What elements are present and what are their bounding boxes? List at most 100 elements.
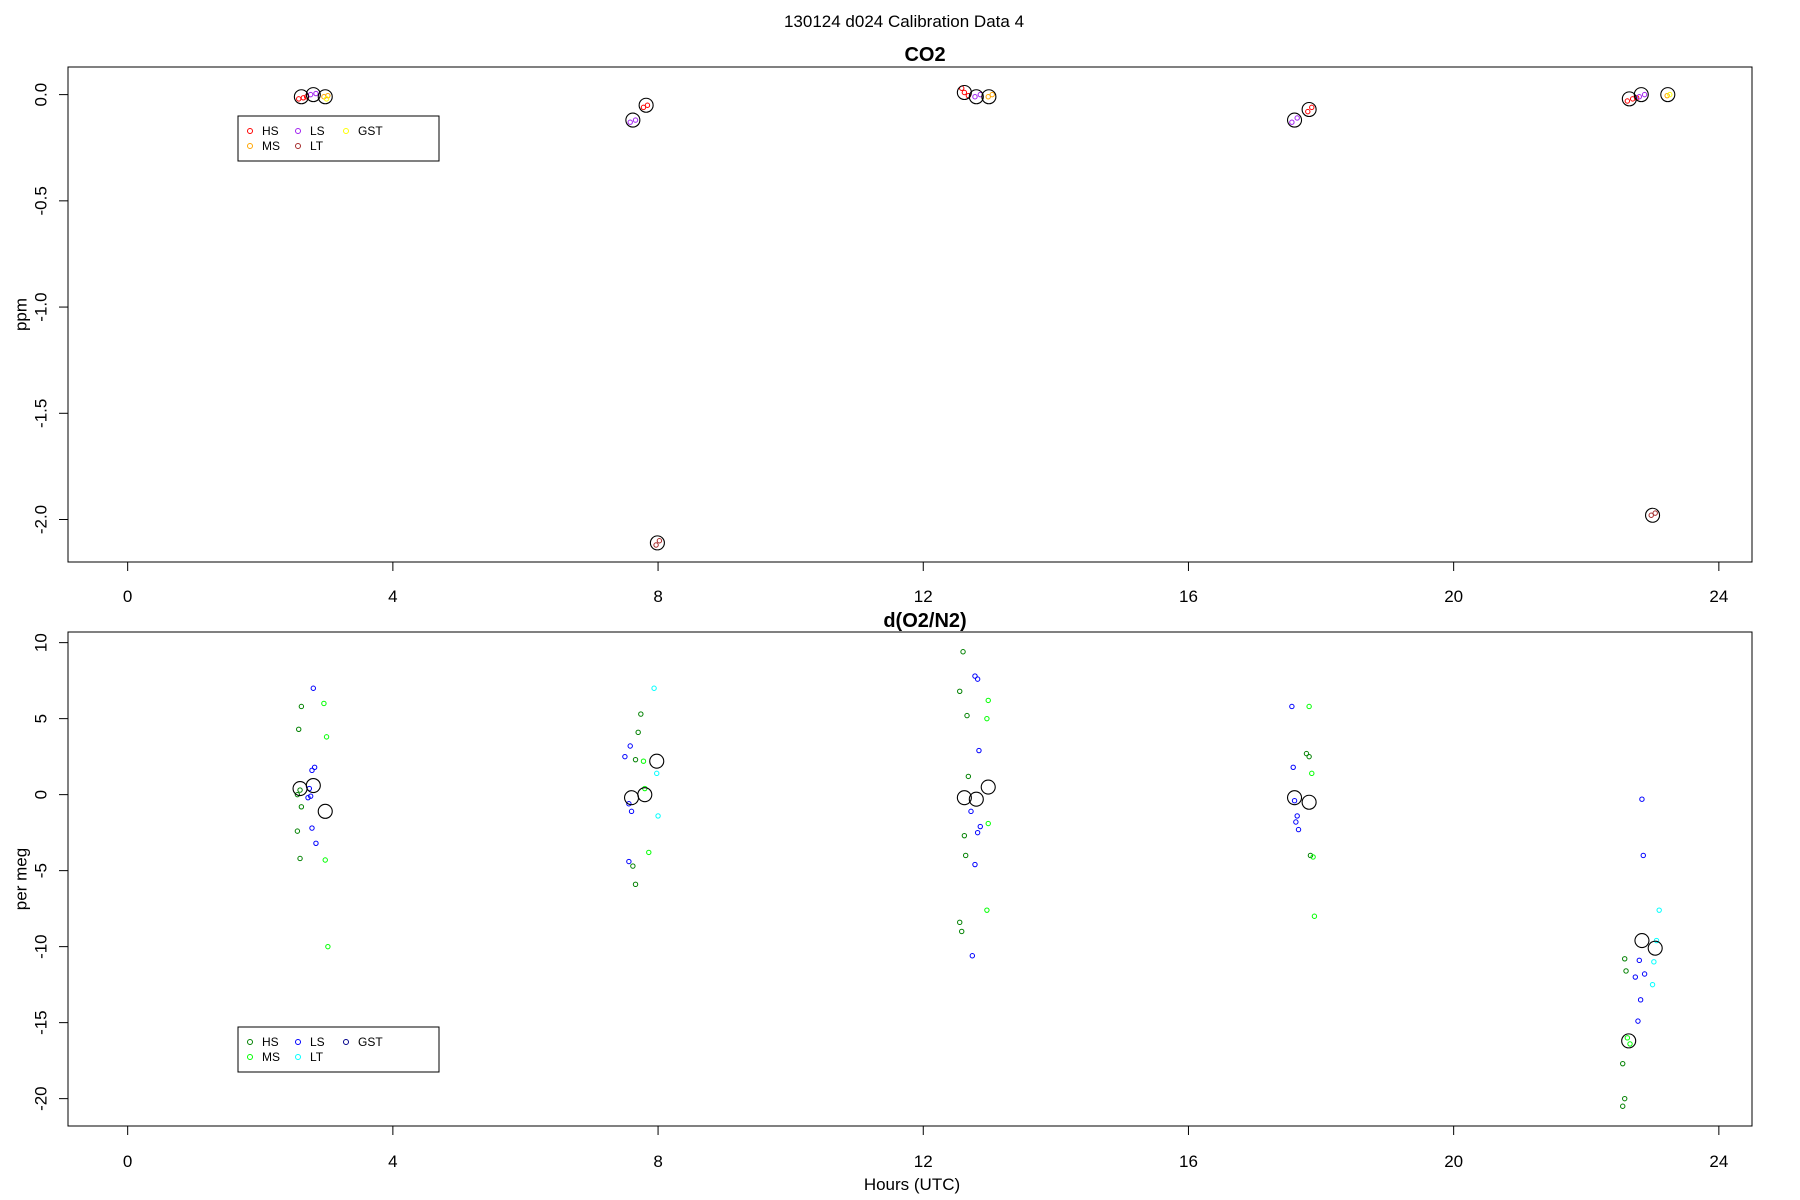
co2-mean-point [1286, 112, 1303, 128]
co2-x-tick-label: 16 [1179, 587, 1198, 606]
o2n2-x-tick-label: 4 [388, 1152, 397, 1171]
co2-point-ls [632, 117, 639, 123]
o2n2-point-hs [294, 828, 301, 834]
o2n2-point-hs [957, 919, 963, 926]
o2n2-point-ls [974, 829, 981, 836]
o2n2-point-hs [1622, 1095, 1628, 1102]
o2n2-point-ls [626, 801, 632, 807]
o2n2-point-hs [635, 729, 641, 736]
o2n2-legend-label-hs: HS [262, 1035, 279, 1049]
o2n2-legend-marker-gst [343, 1039, 349, 1045]
o2n2-point-ms [1624, 1035, 1631, 1041]
o2n2-point-ms [640, 758, 647, 764]
co2-mean-point [1660, 87, 1676, 103]
o2n2-point-ms [985, 820, 991, 827]
o2n2-chart-title: d(O2/N2) [883, 610, 966, 632]
o2n2-mean-point [956, 790, 972, 806]
o2n2-point-ms [1311, 913, 1318, 919]
o2n2-point-ls [311, 764, 318, 770]
o2n2-x-tick-label: 0 [123, 1152, 132, 1171]
o2n2-legend-label-ms: MS [262, 1050, 280, 1064]
co2-point-ms [325, 92, 331, 99]
co2-legend-marker-lt [295, 143, 301, 149]
o2n2-series-mean [292, 753, 1663, 1049]
o2n2-point-hs [1303, 750, 1310, 757]
co2-point-lt [1648, 512, 1654, 518]
o2n2-point-hs [1306, 753, 1312, 760]
co2-point-lt [656, 538, 663, 544]
o2n2-point-ls [977, 823, 983, 830]
o2n2-point-ms [322, 857, 328, 863]
o2n2-point-hs [1623, 968, 1629, 974]
o2n2-point-hs [297, 787, 303, 793]
o2n2-point-ls [1640, 852, 1646, 859]
o2n2-series-hs [294, 649, 1629, 1109]
o2n2-point-ls [1294, 813, 1300, 819]
co2-x-tick-label: 24 [1709, 587, 1728, 606]
o2n2-mean-point [1286, 790, 1303, 806]
co2-point-ls [1294, 115, 1300, 121]
o2n2-legend-label-lt: LT [310, 1050, 324, 1064]
o2n2-point-ls [1636, 957, 1642, 964]
co2-mean-point [1301, 101, 1317, 118]
co2-chart-title: CO2 [904, 44, 945, 66]
co2-legend-marker-ms [247, 143, 253, 149]
o2n2-point-ls [628, 808, 635, 815]
o2n2-point-hs [630, 863, 636, 869]
o2n2-point-ls [307, 793, 314, 799]
o2n2-point-hs [638, 711, 644, 717]
o2n2-point-ls [1639, 796, 1645, 802]
o2n2-point-ls [1293, 819, 1299, 825]
co2-mean-point [305, 87, 321, 103]
co2-y-axis-label: ppm [11, 298, 30, 331]
co2-series-ls [307, 90, 1648, 125]
o2n2-point-hs [298, 703, 305, 710]
o2n2-point-ls [968, 808, 974, 815]
o2n2-y-tick-label: -15 [31, 1010, 50, 1035]
co2-point-ls [313, 90, 319, 97]
co2-legend-label-gst: GST [358, 124, 383, 138]
o2n2-legend-marker-lt [295, 1054, 301, 1060]
o2n2-point-ls [309, 825, 315, 831]
o2n2-point-lt [1653, 937, 1660, 944]
co2-point-gst [323, 96, 330, 102]
co2-y-tick-label: -0.5 [31, 186, 50, 215]
co2-point-hs [961, 89, 968, 96]
o2n2-point-lt [654, 770, 660, 777]
o2n2-point-hs [965, 773, 972, 780]
co2-mean-point [981, 89, 997, 105]
o2n2-point-ms [1306, 703, 1312, 710]
o2n2-point-lt [1649, 981, 1656, 988]
o2n2-point-hs [960, 649, 966, 655]
o2n2-point-ls [313, 840, 319, 846]
o2n2-y-tick-label: 10 [31, 633, 50, 652]
o2n2-mean-point [649, 753, 665, 769]
co2-point-hs [1624, 98, 1631, 104]
co2-series-lt [653, 510, 1658, 548]
o2n2-point-ls [305, 794, 311, 801]
o2n2-point-ls [969, 953, 976, 959]
o2n2-x-tick-label: 16 [1179, 1152, 1198, 1171]
o2n2-point-ms [325, 943, 331, 950]
o2n2-mean-point [305, 777, 321, 794]
co2-point-hs [644, 102, 651, 108]
o2n2-point-lt [1656, 907, 1662, 913]
co2-point-hs [296, 96, 302, 102]
co2-series-hs [296, 85, 1640, 115]
o2n2-point-ls [626, 858, 632, 865]
co2-legend-label-lt: LT [310, 139, 324, 153]
o2n2-point-ls [1295, 826, 1302, 833]
o2n2-mean-point [1647, 940, 1663, 956]
o2n2-series-ls [305, 673, 1648, 1024]
o2n2-legend-label-gst: GST [358, 1035, 383, 1049]
co2-legend-label-ms: MS [262, 139, 280, 153]
co2-legend-marker-ls [295, 128, 301, 134]
co2-point-ls [972, 94, 978, 100]
o2n2-point-hs [1620, 1060, 1626, 1067]
co2-x-tick-label: 4 [388, 587, 397, 606]
o2n2-y-tick-label: -20 [31, 1086, 50, 1111]
o2n2-x-tick-label: 8 [653, 1152, 662, 1171]
o2n2-point-ms [984, 715, 990, 722]
o2n2-point-hs [1307, 852, 1314, 859]
